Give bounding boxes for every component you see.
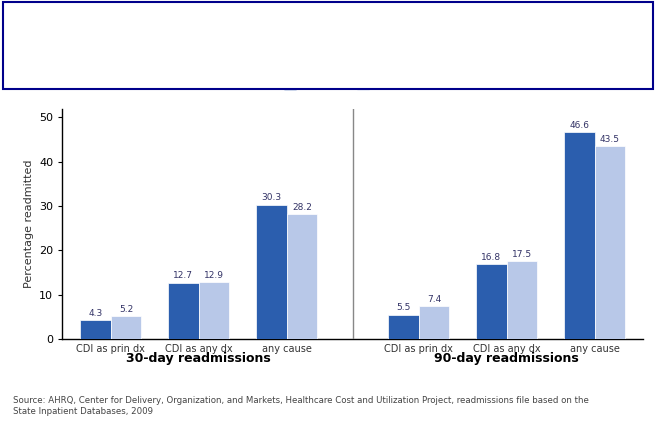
Text: 7.4: 7.4 — [427, 295, 441, 304]
Text: 4.3: 4.3 — [88, 309, 102, 318]
Text: Source: AHRQ, Center for Delivery, Organization, and Markets, Healthcare Cost an: Source: AHRQ, Center for Delivery, Organ… — [13, 396, 589, 416]
Text: 12.7: 12.7 — [173, 272, 194, 280]
Bar — [199, 282, 230, 339]
Text: 28.2: 28.2 — [292, 203, 312, 212]
Bar — [388, 315, 419, 339]
Text: 46.6: 46.6 — [569, 121, 589, 130]
Text: 16.8: 16.8 — [481, 253, 501, 262]
Text: 17.5: 17.5 — [512, 250, 532, 259]
Text: 43.5: 43.5 — [600, 135, 620, 144]
Text: 30-day readmissions: 30-day readmissions — [127, 352, 271, 365]
Circle shape — [0, 26, 94, 70]
Bar — [287, 214, 318, 339]
Bar — [256, 205, 287, 339]
Text: Advancing
Excellence in
Health Care: Advancing Excellence in Health Care — [108, 39, 159, 69]
Bar — [594, 146, 625, 339]
Bar — [111, 316, 142, 339]
Text: Advancing
Excellence in
Health Care: Advancing Excellence in Health Care — [112, 49, 157, 69]
Text: stays associated with CDI: 30-day and 90-day: stays associated with CDI: 30-day and 90… — [256, 46, 586, 59]
Bar — [80, 320, 111, 339]
Text: 90-day readmissions: 90-day readmissions — [434, 352, 579, 365]
Text: ✦: ✦ — [35, 38, 54, 58]
Bar — [506, 261, 537, 339]
Bar — [168, 283, 199, 339]
Bar — [419, 306, 449, 339]
Legend: Male, Female: Male, Female — [279, 73, 426, 95]
Text: AHRQ: AHRQ — [109, 19, 158, 33]
Text: 5.2: 5.2 — [119, 305, 133, 314]
Bar — [476, 264, 506, 339]
Bar — [564, 132, 594, 339]
Text: 5.5: 5.5 — [396, 303, 411, 312]
Text: AHRQ: AHRQ — [112, 21, 157, 35]
Text: 30.3: 30.3 — [261, 194, 281, 202]
Y-axis label: Percentage readmitted: Percentage readmitted — [24, 159, 33, 288]
Text: Figure 2. Readmissions following hospital: Figure 2. Readmissions following hospita… — [268, 24, 575, 38]
Text: readmission rates by sex, 2009: readmission rates by sex, 2009 — [309, 68, 534, 81]
Text: 12.9: 12.9 — [204, 271, 224, 280]
